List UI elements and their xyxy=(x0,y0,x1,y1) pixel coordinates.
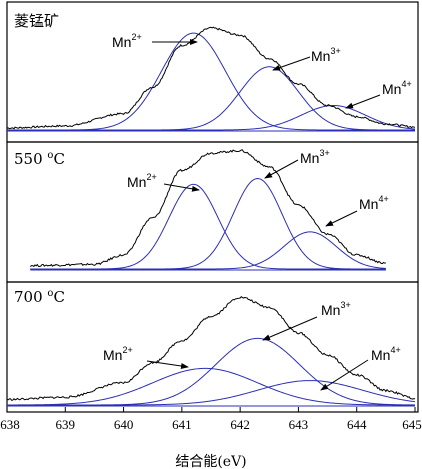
panel-3: 700 oC Mn2+ Mn3+ Mn4+ xyxy=(6,281,419,413)
x-tick-label: 641 xyxy=(172,417,192,432)
x-axis-title: 结合能(eV) xyxy=(175,454,246,469)
x-axis: 638 639 640 641 642 643 644 645 xyxy=(0,407,422,432)
annotation-label: Mn2+ xyxy=(112,32,142,50)
annotation-arrow xyxy=(272,56,311,71)
x-tick-label: 645 xyxy=(402,417,422,432)
annotation-arrow xyxy=(325,210,358,227)
panel-label: 700 oC xyxy=(14,288,65,306)
annotation-label: Mn4+ xyxy=(382,79,412,97)
x-tick-label: 638 xyxy=(0,417,20,432)
peak-mn3plus xyxy=(7,337,416,406)
annotation-label: Mn2+ xyxy=(127,172,157,190)
chart-panels: 菱锰矿 Mn2+ Mn3+ Mn4+ 550 oC Mn2+ Mn3+ Mn4+ 700 oC M… xyxy=(6,1,419,413)
annotation-arrow xyxy=(320,359,369,391)
peak-mn4plus xyxy=(30,231,386,270)
annotation-label: Mn3+ xyxy=(321,300,351,318)
peak-mn2plus xyxy=(30,183,386,270)
peak-mn3plus xyxy=(30,178,386,270)
panel-2: 550 oC Mn2+ Mn3+ Mn4+ xyxy=(6,141,419,283)
envelope-curve xyxy=(6,295,416,401)
x-tick-label: 642 xyxy=(230,417,250,432)
peak-mn3plus xyxy=(7,66,415,131)
annotation-arrow xyxy=(146,360,189,369)
annotation-label: Mn4+ xyxy=(359,194,389,212)
envelope-curve xyxy=(6,26,416,130)
panel-1: 菱锰矿 Mn2+ Mn3+ Mn4+ xyxy=(6,1,419,143)
x-tick-label: 643 xyxy=(289,417,309,432)
envelope-curve xyxy=(30,149,386,268)
annotation-label: Mn3+ xyxy=(300,148,330,166)
panel-frame xyxy=(6,281,419,413)
annotation-arrow xyxy=(345,94,381,109)
peak-mn4plus xyxy=(7,380,416,406)
annotation-arrow xyxy=(264,159,299,179)
annotation-label: Mn3+ xyxy=(311,46,341,64)
x-tick-label: 639 xyxy=(56,417,76,432)
annotation-label: Mn2+ xyxy=(103,345,133,363)
annotation-arrow xyxy=(163,183,200,192)
peak-mn2plus xyxy=(7,367,415,406)
panel-label: 550 oC xyxy=(14,150,65,168)
annotation-label: Mn4+ xyxy=(371,345,401,363)
peak-mn2plus xyxy=(7,32,415,131)
annotation-arrow xyxy=(262,316,318,341)
x-tick-label: 644 xyxy=(347,417,367,432)
panel-label: 菱锰矿 xyxy=(14,12,59,30)
x-tick-label: 640 xyxy=(114,417,134,432)
